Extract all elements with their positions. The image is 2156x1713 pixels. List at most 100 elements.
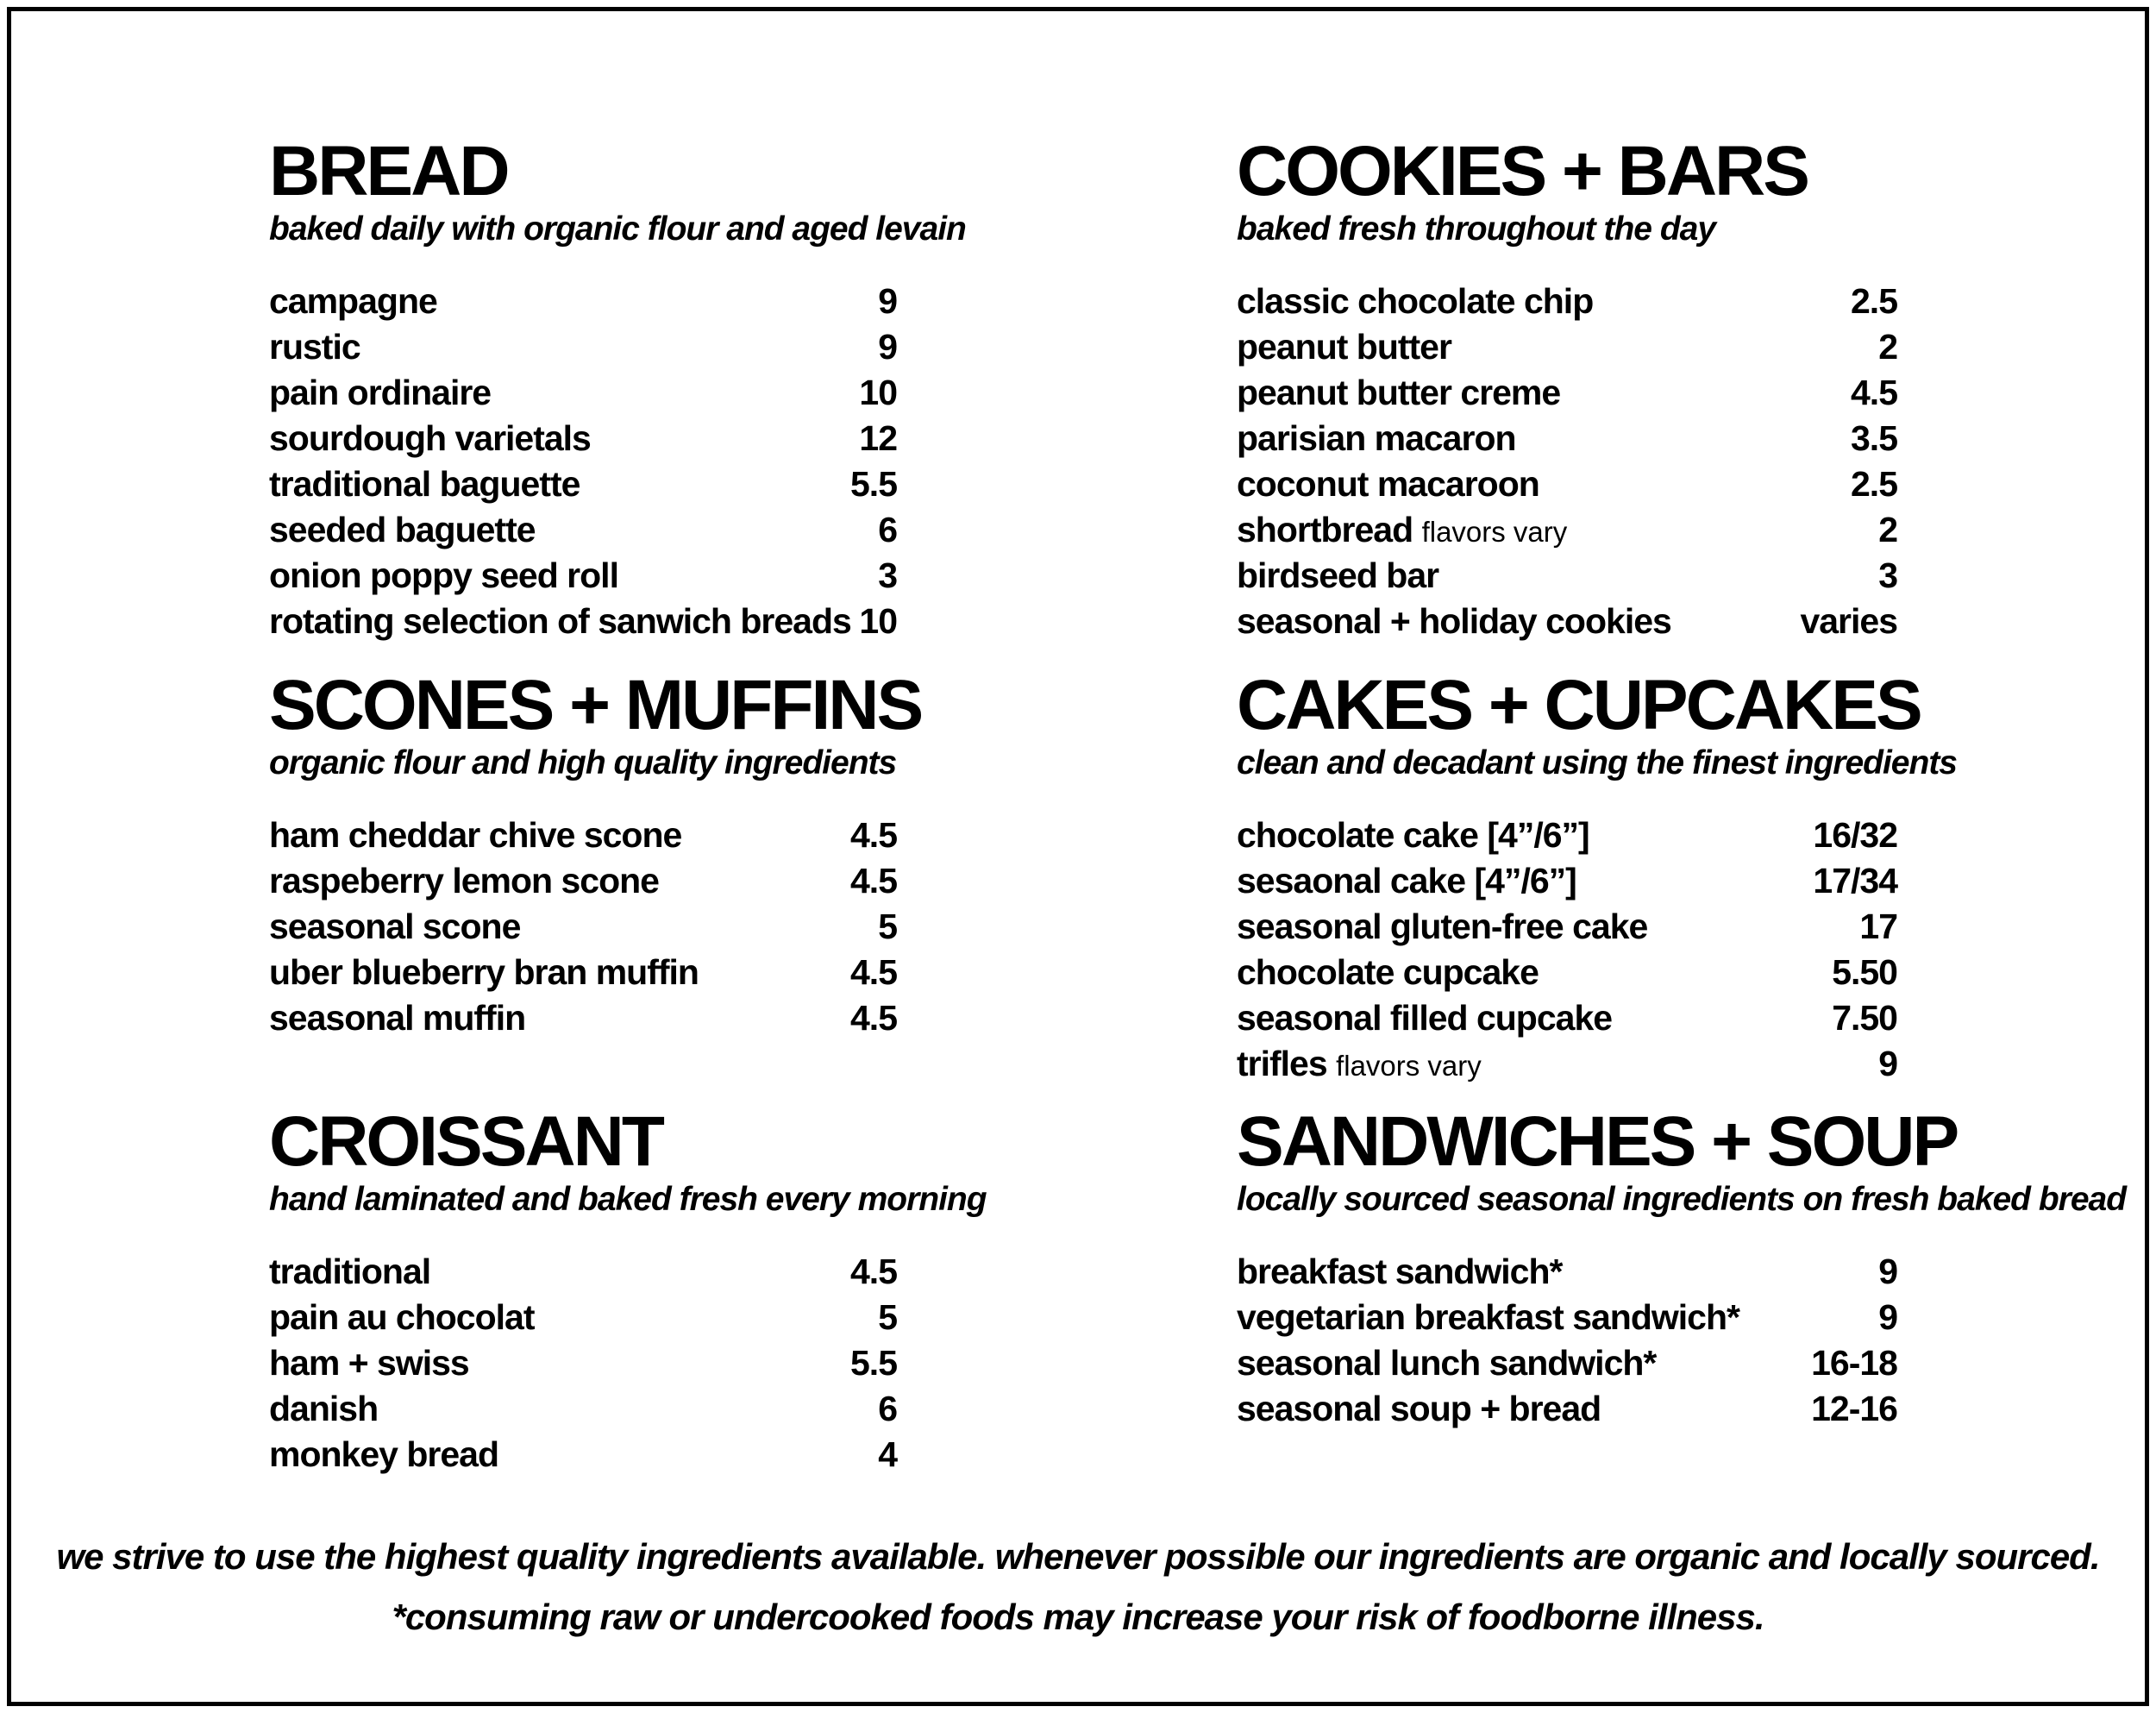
item-price: 7.50 [1832,998,1898,1038]
menu-item-row: birdseed bar 3 [1237,553,1898,599]
item-name: ham cheddar chive scone [269,815,682,855]
menu-item-row: traditional 4.5 [269,1249,898,1295]
item-price: 3 [878,555,898,595]
menu-item-row: seasonal lunch sandwich* 16-18 [1237,1340,1898,1386]
menu-item-row: shortbread flavors vary 2 [1237,507,1898,555]
menu-item-row: seasonal + holiday cookies varies [1237,599,1898,644]
section-subtitle-sandwiches-soup: locally sourced seasonal ingredients on … [1237,1181,2127,1218]
item-price: 4.5 [850,1252,898,1291]
item-price: varies [1800,601,1898,641]
item-name: raspeberry lemon scone [269,861,660,900]
cakes-cupcakes-items: chocolate cake [4”/6”] 16/32 sesaonal cak… [1237,813,1898,1089]
section-title-cakes-cupcakes: CAKES + CUPCAKES [1237,666,1923,744]
item-price: 3 [1878,555,1898,595]
section-title-croissant: CROISSANT [269,1102,665,1181]
footer: we strive to use the highest quality ing… [0,1527,2156,1647]
item-name: ham + swiss [269,1343,470,1383]
item-name: seasonal soup + bread [1237,1389,1601,1428]
scones-muffins-items: ham cheddar chive scone 4.5 raspeberry le… [269,813,898,1041]
menu-item-row: seeded baguette 6 [269,507,898,553]
item-name: danish [269,1389,379,1428]
menu-item-row: traditional baguette 5.5 [269,461,898,507]
menu-item-row: pain ordinaire 10 [269,370,898,416]
item-name: uber blueberry bran muffin [269,952,699,992]
item-name: seasonal + holiday cookies [1237,601,1672,641]
menu-item-row: pain au chocolat 5 [269,1295,898,1340]
item-note: flavors vary [1336,1050,1482,1082]
item-price: 2 [1878,327,1898,367]
item-price: 5.50 [1832,952,1898,992]
item-name: coconut macaroon [1237,464,1540,504]
menu-item-row: chocolate cake [4”/6”] 16/32 [1237,813,1898,858]
cookies-bars-items: classic chocolate chip 2.5 peanut butter 2… [1237,279,1898,644]
menu-item-row: ham cheddar chive scone 4.5 [269,813,898,858]
bread-items: campagne 9 rustic 9 pain ordinaire 10 sourd… [269,279,898,644]
menu-item-row: rotating selection of sanwich breads 10 [269,599,898,644]
section-subtitle-cakes-cupcakes: clean and decadant using the finest ingr… [1237,744,1958,781]
item-price: 4.5 [850,815,898,855]
section-title-sandwiches-soup: SANDWICHES + SOUP [1237,1102,1959,1181]
item-price: 17/34 [1813,861,1898,900]
item-name: chocolate cake [4”/6”] [1237,815,1590,855]
section-subtitle-bread: baked daily with organic flour and aged … [269,210,967,248]
item-price: 9 [878,327,898,367]
menu-item-row: onion poppy seed roll 3 [269,553,898,599]
item-name: seasonal scone [269,907,521,946]
menu-item-row: seasonal gluten-free cake 17 [1237,904,1898,950]
item-name: peanut butter [1237,327,1452,367]
menu-item-row: seasonal filled cupcake 7.50 [1237,995,1898,1041]
item-name: shortbread flavors vary [1237,507,1567,555]
menu-item-row: raspeberry lemon scone 4.5 [269,858,898,904]
section-bread: BREAD baked daily with organic flour and… [269,136,967,644]
menu-item-row: seasonal soup + bread 12-16 [1237,1386,1898,1432]
item-price: 5 [878,907,898,946]
footer-quality-note: we strive to use the highest quality ing… [56,1536,2100,1577]
item-price: 9 [1878,1252,1898,1291]
item-price: 9 [878,281,898,321]
section-sandwiches-soup: SANDWICHES + SOUP locally sourced season… [1237,1102,2127,1432]
section-cakes-cupcakes: CAKES + CUPCAKES clean and decadant usin… [1237,666,1958,1089]
menu-item-row: breakfast sandwich* 9 [1237,1249,1898,1295]
item-price: 4.5 [1851,373,1898,412]
item-price: 16-18 [1811,1343,1898,1383]
menu-item-row: peanut butter 2 [1237,324,1898,370]
right-column: COOKIES + BARS baked fresh throughout th… [1237,132,2127,1432]
item-name: trifles flavors vary [1237,1041,1482,1089]
item-name: birdseed bar [1237,555,1439,595]
item-price: 5 [878,1297,898,1337]
item-name-main: shortbread [1237,510,1413,549]
section-subtitle-cookies-bars: baked fresh throughout the day [1237,210,1716,248]
item-name: pain ordinaire [269,373,492,412]
menu-item-row: ham + swiss 5.5 [269,1340,898,1386]
item-name: seasonal lunch sandwich* [1237,1343,1657,1383]
item-price: 2 [1878,510,1898,549]
item-price: 4.5 [850,861,898,900]
item-name: parisian macaron [1237,418,1517,458]
item-price: 4.5 [850,952,898,992]
item-name: rustic [269,327,361,367]
menu-item-row: coconut macaroon 2.5 [1237,461,1898,507]
item-name: classic chocolate chip [1237,281,1594,321]
item-name: seasonal muffin [269,998,526,1038]
section-title-cookies-bars: COOKIES + BARS [1237,132,1810,210]
item-price: 2.5 [1851,464,1898,504]
item-name: breakfast sandwich* [1237,1252,1563,1291]
item-price: 9 [1878,1044,1898,1083]
section-subtitle-croissant: hand laminated and baked fresh every mor… [269,1181,987,1218]
item-name: pain au chocolat [269,1297,535,1337]
menu-item-row: monkey bread 4 [269,1432,898,1478]
menu-item-row: trifles flavors vary 9 [1237,1041,1898,1089]
menu-item-row: parisian macaron 3.5 [1237,416,1898,461]
item-name: chocolate cupcake [1237,952,1539,992]
item-name: traditional [269,1252,431,1291]
section-subtitle-scones-muffins: organic flour and high quality ingredien… [269,744,897,781]
menu-item-row: chocolate cupcake 5.50 [1237,950,1898,995]
section-croissant: CROISSANT hand laminated and baked fresh… [269,1102,987,1478]
item-price: 12 [859,418,898,458]
menu-item-row: campagne 9 [269,279,898,324]
item-price: 2.5 [1851,281,1898,321]
item-price: 17 [1859,907,1898,946]
menu-item-row: danish 6 [269,1386,898,1432]
menu-item-row: seasonal muffin 4.5 [269,995,898,1041]
sandwiches-soup-items: breakfast sandwich* 9 vegetarian breakfas… [1237,1249,1898,1432]
